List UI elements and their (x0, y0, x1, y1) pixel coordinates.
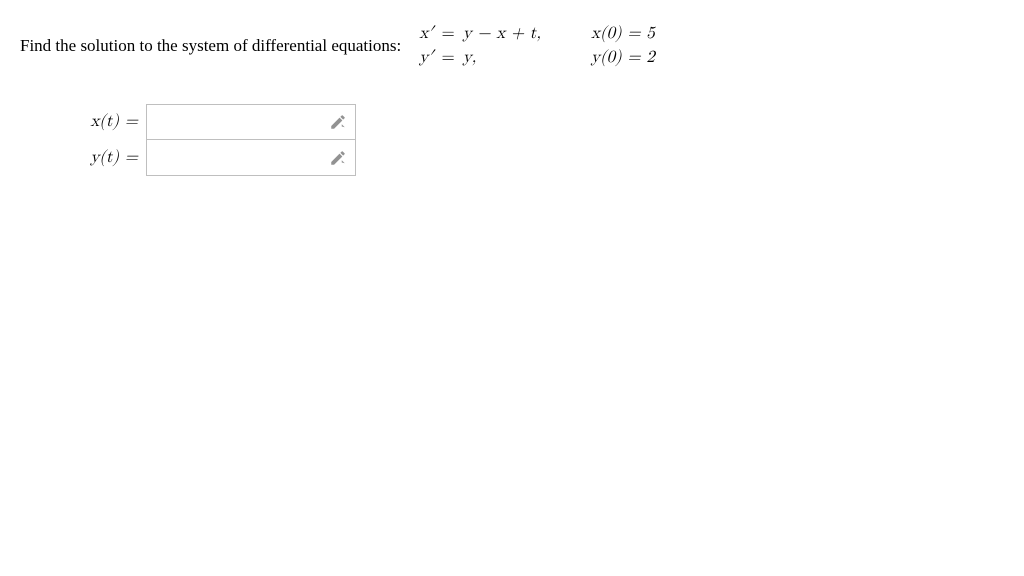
sys-row1-lhs: x′ (419, 24, 433, 44)
ic-line-2: y(0) = 2 (591, 48, 655, 68)
pencil-icon[interactable] (329, 149, 347, 167)
sys-row2-rhs: y, (463, 48, 541, 68)
answer-box-y[interactable] (146, 140, 356, 176)
answer-row-x: x(t) = (76, 104, 1004, 140)
question-topline: Find the solution to the system of diffe… (20, 24, 1004, 68)
answer-box-x[interactable] (146, 104, 356, 140)
answer-label-y: y(t) = (76, 148, 146, 168)
sys-row1-eq: = (441, 24, 454, 44)
answer-label-x: x(t) = (76, 112, 146, 132)
sys-row2-lhs: y′ (419, 48, 433, 68)
answer-input-y[interactable] (141, 148, 329, 167)
initial-conditions: x(0) = 5 y(0) = 2 (591, 24, 655, 68)
pencil-icon[interactable] (329, 113, 347, 131)
sys-row2-eq: = (441, 48, 454, 68)
ic-line-1: x(0) = 5 (591, 24, 655, 44)
answer-area: x(t) = y(t) = (76, 104, 1004, 176)
prompt-text: Find the solution to the system of diffe… (20, 36, 401, 56)
sys-row1-rhs: y − x + t, (463, 24, 541, 44)
answer-input-x[interactable] (141, 113, 329, 132)
ode-system: x′ = y − x + t, y′ = y, (419, 24, 541, 68)
answer-row-y: y(t) = (76, 140, 1004, 176)
